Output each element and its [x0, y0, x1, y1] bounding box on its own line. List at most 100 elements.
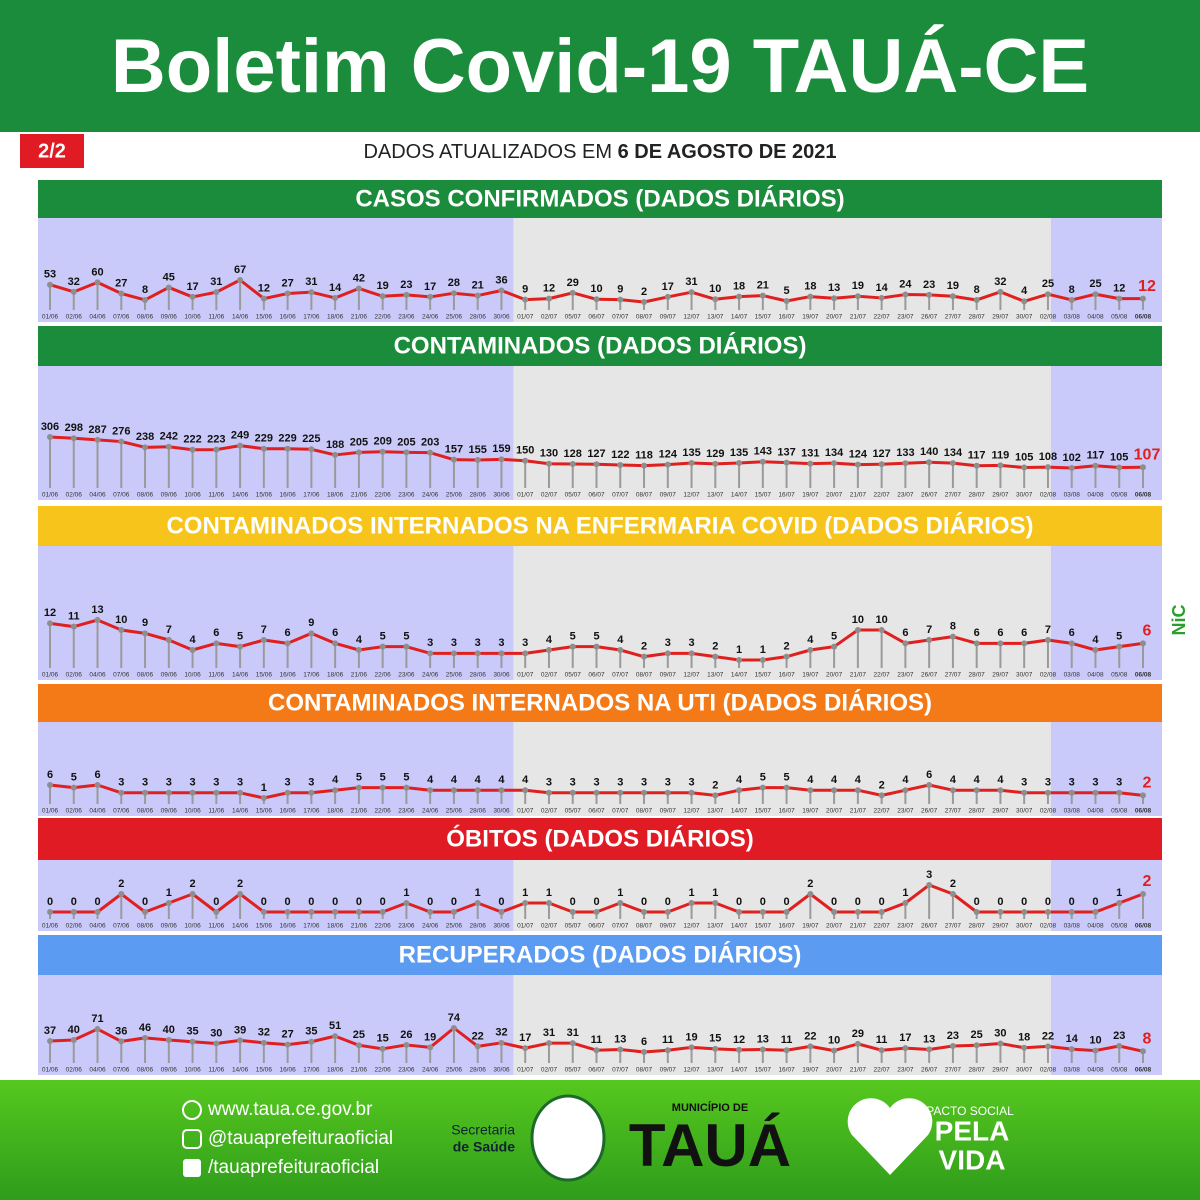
point	[260, 795, 267, 801]
value-label: 2	[712, 641, 718, 653]
value-label: 3	[688, 777, 694, 789]
point	[973, 1042, 980, 1049]
point	[831, 460, 838, 467]
x-tick-label: 01/07	[517, 808, 534, 815]
value-label: 19	[685, 1031, 697, 1043]
x-tick-label: 23/07	[897, 1067, 914, 1074]
value-label: 10	[1089, 1034, 1101, 1046]
x-tick-label: 17/06	[303, 314, 320, 321]
x-tick-label: 03/08	[1064, 492, 1081, 499]
point	[545, 295, 552, 302]
value-label: 118	[635, 449, 653, 461]
x-tick-label: 11/06	[208, 314, 224, 321]
x-tick-label: 27/07	[945, 492, 962, 499]
value-label: 11	[781, 1034, 793, 1046]
x-tick-label: 09/06	[161, 923, 178, 930]
value-label: 6	[332, 627, 338, 639]
x-tick-label: 14/07	[731, 1067, 748, 1074]
value-label: 209	[373, 436, 391, 448]
point	[427, 449, 434, 456]
point	[94, 279, 101, 286]
x-tick-label: 21/06	[351, 808, 368, 815]
x-tick-label: 07/07	[612, 672, 629, 679]
value-label: 223	[207, 434, 225, 446]
point	[522, 787, 529, 794]
value-label: 0	[332, 896, 338, 908]
value-label: 29	[567, 277, 579, 289]
point	[332, 909, 339, 915]
x-tick-label: 29/07	[992, 492, 1009, 499]
x-tick-label: 02/08	[1040, 314, 1057, 321]
x-tick-label: 05/08	[1111, 1067, 1128, 1074]
value-label: 222	[183, 434, 201, 446]
value-label: 19	[377, 280, 389, 292]
point	[165, 900, 172, 906]
value-label: 1	[261, 782, 267, 794]
x-tick-label: 20/07	[826, 808, 843, 815]
point	[355, 909, 362, 915]
x-tick-label: 18/06	[327, 1067, 344, 1074]
point	[284, 445, 291, 452]
point	[1044, 909, 1051, 915]
instagram-icon	[182, 1129, 202, 1149]
x-tick-label: 25/06	[446, 672, 463, 679]
point	[284, 290, 291, 297]
point	[878, 909, 885, 915]
x-tick-label: 04/08	[1087, 808, 1104, 815]
value-label: 5	[784, 772, 790, 784]
point	[926, 459, 933, 466]
value-label: 0	[665, 896, 671, 908]
point	[926, 291, 933, 298]
value-label: 0	[427, 896, 433, 908]
point	[902, 787, 909, 794]
x-tick-label: 18/06	[327, 672, 344, 679]
point	[1116, 643, 1123, 650]
x-tick-label: 08/06	[137, 492, 154, 499]
value-label: 4	[974, 774, 981, 786]
point	[284, 1041, 291, 1048]
value-label: 14	[876, 282, 889, 294]
value-label: 3	[237, 777, 243, 789]
x-tick-label: 02/08	[1040, 808, 1057, 815]
x-tick-label: 23/07	[897, 314, 914, 321]
point	[332, 451, 339, 458]
value-label: 2	[784, 641, 790, 653]
x-tick-label: 25/06	[446, 492, 463, 499]
value-label: 155	[469, 444, 487, 456]
x-tick-label: 15/06	[256, 808, 273, 815]
point	[712, 1045, 719, 1052]
value-label: 36	[115, 1025, 127, 1037]
value-label: 122	[611, 449, 629, 461]
value-label: 0	[261, 896, 267, 908]
point	[332, 294, 339, 301]
x-tick-label: 02/06	[66, 808, 83, 815]
point	[973, 462, 980, 469]
point	[1116, 464, 1123, 471]
point	[1021, 789, 1028, 796]
point	[1092, 291, 1099, 298]
point	[450, 787, 457, 794]
x-tick-label: 23/06	[398, 672, 415, 679]
value-label: 3	[1069, 777, 1075, 789]
point	[831, 295, 838, 302]
value-label: 229	[255, 433, 273, 445]
x-tick-label: 14/06	[232, 923, 249, 930]
point	[973, 640, 980, 647]
point	[973, 787, 980, 794]
x-tick-label: 28/07	[969, 672, 986, 679]
point	[450, 456, 457, 463]
x-tick-label: 12/07	[683, 672, 700, 679]
x-tick-label: 12/07	[683, 808, 700, 815]
x-tick-label: 16/07	[778, 808, 795, 815]
point	[712, 792, 719, 799]
value-label: 23	[947, 1030, 959, 1042]
x-tick-label: 25/06	[446, 808, 463, 815]
x-tick-label: 28/07	[969, 923, 986, 930]
value-label: 4	[855, 774, 862, 786]
value-label: 21	[472, 279, 484, 291]
x-tick-label: 21/06	[351, 314, 368, 321]
point	[94, 617, 101, 623]
point	[902, 291, 909, 298]
value-label: 40	[163, 1024, 175, 1036]
x-tick-label: 28/06	[470, 672, 487, 679]
